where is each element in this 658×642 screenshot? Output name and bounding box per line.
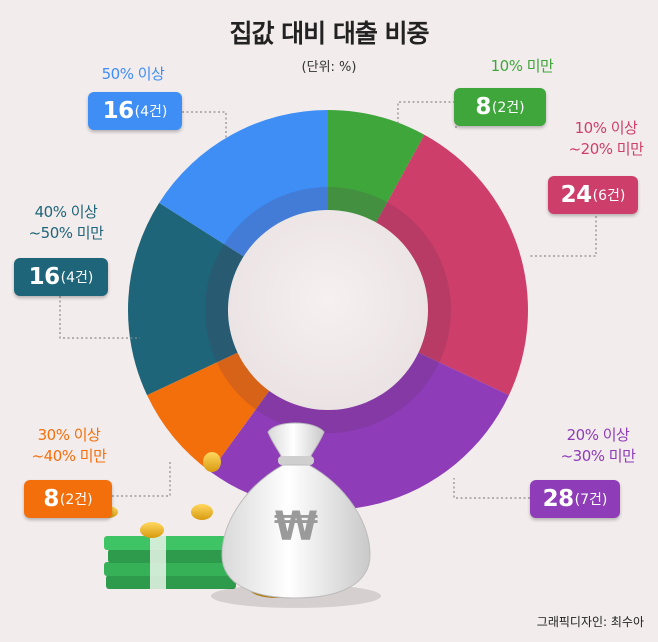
value-box-6: 16 (4건) [88, 92, 182, 130]
value-label: 28 [542, 486, 575, 512]
value-label: 24 [560, 182, 593, 208]
leader-line-6 [182, 111, 227, 140]
slice-label-1: 10% 미만 [490, 57, 554, 75]
chart-title: 집값 대비 대출 비중 [229, 19, 429, 48]
count-label: (7건) [574, 492, 608, 508]
pie-slice-2 [375, 134, 528, 396]
leader-line-1 [397, 101, 457, 128]
count-label: (6건) [592, 188, 626, 204]
value-box-2: 24 (6건) [548, 176, 638, 214]
unit-label: (단위: %) [301, 60, 357, 75]
count-label: (4건) [134, 104, 168, 120]
leader-line-2 [528, 216, 597, 257]
value-box-1: 8 (2건) [454, 88, 546, 126]
donut-hole [228, 210, 428, 410]
value-label: 8 [43, 486, 59, 512]
money-stack-icon [104, 536, 238, 589]
pie-slice-5 [128, 202, 246, 396]
leader-line-5 [59, 296, 140, 339]
money-bag-icon: ₩ [211, 422, 381, 608]
count-label: (2건) [491, 100, 525, 116]
slice-label-3: 20% 이상 ~30% 미만 [560, 426, 636, 465]
leader-line-3 [453, 478, 530, 499]
value-box-4: 8 (2건) [24, 480, 112, 518]
count-label: (4건) [60, 270, 94, 286]
value-label: 8 [475, 94, 491, 120]
count-label: (2건) [59, 492, 93, 508]
value-label: 16 [28, 264, 61, 290]
won-symbol: ₩ [274, 504, 318, 550]
slice-label-4: 30% 이상 ~40% 미만 [31, 426, 107, 465]
leader-line-4 [112, 460, 171, 497]
slice-label-5: 40% 이상 ~50% 미만 [28, 203, 104, 242]
pie-slice-1 [328, 110, 425, 225]
pie-slice-4 [147, 351, 271, 472]
slice-label-6: 50% 이상 [101, 65, 165, 83]
value-box-5: 16 (4건) [14, 258, 108, 296]
value-label: 16 [102, 98, 135, 124]
value-box-3: 28 (7건) [530, 480, 620, 518]
slice-label-2: 10% 이상 ~20% 미만 [568, 119, 644, 158]
credit-text: 그래픽디자인: 최수아 [536, 615, 644, 629]
